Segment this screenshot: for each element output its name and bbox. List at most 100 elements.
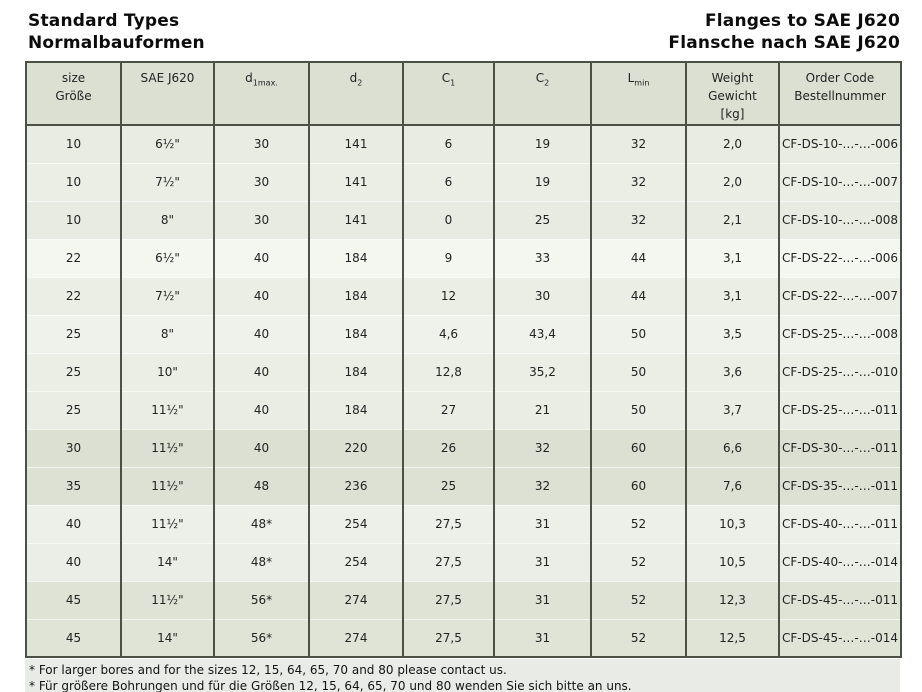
cell-lmin: 52 [590,504,686,543]
cell-d1: 40 [213,390,309,429]
table-row: 45 11½" 56* 274 27,5 31 52 12,3 CF-DS-45-…-…-011 [26,580,901,619]
cell-lmin: 52 [590,618,686,657]
cell-d1: 40 [213,276,309,315]
cell-d2: 184 [308,390,403,429]
cell-lmin: 60 [590,428,686,467]
cell-c1: 27 [402,390,494,429]
cell-lmin: 44 [590,276,686,315]
cell-sae: 11½" [120,390,214,429]
cell-c1: 12,8 [402,352,494,391]
cell-d1: 40 [213,238,309,277]
cell-sae: 14" [120,542,214,581]
cell-code: CF-DS-35-…-…-011 [778,466,901,505]
table-row: 22 7½" 40 184 12 30 44 3,1 CF-DS-22-…-…-007 [26,276,901,315]
cell-c2: 31 [493,542,591,581]
title-left-line1: Standard Types [28,11,180,31]
cell-lmin: 50 [590,390,686,429]
cell-c2: 21 [493,390,591,429]
cell-weight: 7,6 [685,466,779,505]
cell-c2: 35,2 [493,352,591,391]
cell-sae: 6½" [120,238,214,277]
cell-code: CF-DS-25-…-…-010 [778,352,901,391]
footnote-line: * For larger bores and for the sizes 12,… [29,663,507,677]
cell-lmin: 52 [590,542,686,581]
cell-lmin: 32 [590,200,686,239]
cell-d1: 48 [213,466,309,505]
column-header-d1: d1max. [213,62,309,126]
cell-weight: 2,0 [685,125,779,163]
cell-size: 40 [26,504,121,543]
cell-code: CF-DS-40-…-…-014 [778,542,901,581]
cell-sae: 14" [120,618,214,657]
cell-c2: 31 [493,618,591,657]
cell-size: 25 [26,352,121,391]
cell-c1: 0 [402,200,494,239]
table-row: 25 8" 40 184 4,6 43,4 50 3,5 CF-DS-25-…-…-008 [26,314,901,353]
cell-size: 25 [26,314,121,353]
cell-code: CF-DS-25-…-…-011 [778,390,901,429]
cell-d2: 274 [308,580,403,619]
cell-weight: 3,6 [685,352,779,391]
cell-c1: 6 [402,125,494,163]
cell-d2: 184 [308,352,403,391]
column-header-sae: SAE J620 [120,62,214,126]
cell-weight: 3,1 [685,238,779,277]
cell-size: 45 [26,580,121,619]
cell-d2: 184 [308,238,403,277]
cell-sae: 11½" [120,466,214,505]
cell-c2: 25 [493,200,591,239]
cell-d2: 141 [308,125,403,163]
table-row: 40 14" 48* 254 27,5 31 52 10,5 CF-DS-40-…-…-014 [26,542,901,581]
cell-size: 22 [26,276,121,315]
cell-sae: 8" [120,314,214,353]
cell-c2: 43,4 [493,314,591,353]
cell-d1: 48* [213,504,309,543]
column-header-lmin: Lmin [590,62,686,126]
cell-code: CF-DS-25-…-…-008 [778,314,901,353]
title-left: Standard Types Normalbauformen [28,10,205,54]
cell-code: CF-DS-45-…-…-011 [778,580,901,619]
table-row: 25 11½" 40 184 27 21 50 3,7 CF-DS-25-…-…-011 [26,390,901,429]
column-header-d2: d2 [308,62,403,126]
cell-c1: 9 [402,238,494,277]
cell-sae: 11½" [120,580,214,619]
table-row: 10 8" 30 141 0 25 32 2,1 CF-DS-10-…-…-008 [26,200,901,239]
cell-lmin: 32 [590,125,686,163]
cell-d1: 40 [213,352,309,391]
cell-c1: 12 [402,276,494,315]
column-header-c2: C2 [493,62,591,126]
page-header: Standard Types Normalbauformen Flanges t… [28,10,900,54]
cell-sae: 8" [120,200,214,239]
cell-d2: 274 [308,618,403,657]
cell-size: 25 [26,390,121,429]
column-header-weight: Weight Gewicht [kg] [685,62,779,126]
cell-sae: 7½" [120,276,214,315]
cell-weight: 2,1 [685,200,779,239]
cell-sae: 10" [120,352,214,391]
flange-dimensions-table: size Größe SAE J620 d1max. d2 C1 C2 Lmin Weight G… [25,61,902,658]
cell-lmin: 44 [590,238,686,277]
cell-weight: 6,6 [685,428,779,467]
table-row: 35 11½" 48 236 25 32 60 7,6 CF-DS-35-…-…-011 [26,466,901,505]
table-row: 10 6½" 30 141 6 19 32 2,0 CF-DS-10-…-…-006 [26,125,901,163]
title-left-line2: Normalbauformen [28,33,205,53]
cell-c2: 31 [493,580,591,619]
cell-weight: 3,7 [685,390,779,429]
column-header-c1: C1 [402,62,494,126]
table-row: 22 6½" 40 184 9 33 44 3,1 CF-DS-22-…-…-006 [26,238,901,277]
cell-size: 40 [26,542,121,581]
cell-code: CF-DS-22-…-…-007 [778,276,901,315]
cell-d2: 236 [308,466,403,505]
cell-d1: 30 [213,200,309,239]
cell-weight: 12,5 [685,618,779,657]
cell-weight: 3,5 [685,314,779,353]
cell-c1: 27,5 [402,618,494,657]
cell-d2: 254 [308,542,403,581]
table-header: size Größe SAE J620 d1max. d2 C1 C2 Lmin Weight G… [26,62,901,126]
cell-sae: 11½" [120,504,214,543]
cell-d2: 141 [308,200,403,239]
cell-code: CF-DS-10-…-…-006 [778,125,901,163]
cell-size: 45 [26,618,121,657]
cell-c1: 4,6 [402,314,494,353]
